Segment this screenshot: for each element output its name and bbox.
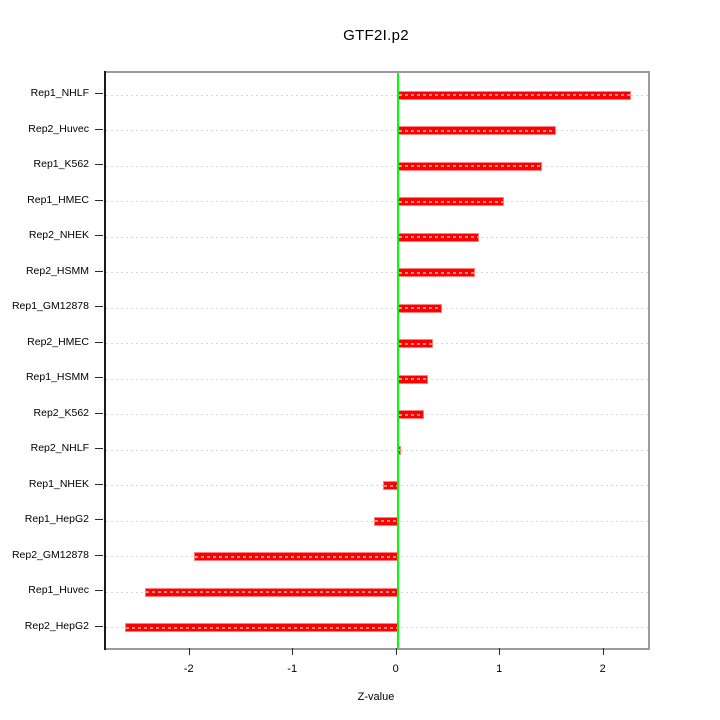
bar [397,126,557,136]
y-axis-label: Rep1_HMEC [27,193,89,206]
y-axis-label: Rep2_HSMM [25,264,89,277]
y-axis-label: Rep1_K562 [33,158,89,171]
bar-dash-pattern [398,342,432,345]
gridline [106,343,648,345]
gridline [106,485,648,487]
y-axis-label: Rep2_Huvec [28,122,89,135]
bar-dash-pattern [398,200,504,203]
y-axis-tick [95,519,103,521]
bar-dash-pattern [194,555,397,558]
x-axis-tick [292,648,294,655]
y-axis-tick [95,590,103,592]
bar [145,587,398,597]
x-axis-tick [188,648,190,655]
y-axis-tick [95,377,103,379]
gridline [106,378,648,380]
bar-dash-pattern [384,484,397,487]
x-axis-tick [395,648,397,655]
bar-dash-pattern [398,378,427,381]
x-axis-tick [499,648,501,655]
y-axis-tick [95,448,103,450]
y-axis-tick [95,483,103,485]
gridline [106,236,648,238]
gridline [106,307,648,309]
bar [397,90,631,100]
x-axis-tick-label: -2 [183,663,194,675]
y-axis-label: Rep2_GM12878 [11,548,89,561]
bar [125,623,398,633]
bar-dash-pattern [374,520,397,523]
x-axis-tick-label: 1 [496,663,503,675]
y-axis-label: Rep2_NHLF [30,442,89,455]
y-axis-label: Rep1_NHEK [28,477,89,490]
y-axis-tick [95,625,103,627]
y-axis-tick [95,412,103,414]
y-axis-tick [95,554,103,556]
bar [193,552,398,562]
y-axis-tick [95,199,103,201]
y-axis-tick [95,270,103,272]
y-axis-tick [95,341,103,343]
bar-dash-pattern [398,94,630,96]
y-axis-label: Rep2_K562 [33,406,89,419]
bar [397,161,542,171]
bar-dash-pattern [126,626,397,629]
bar-dash-pattern [398,165,541,168]
x-axis-tick-label: -1 [287,663,298,675]
bar-dash-pattern [398,307,442,310]
y-axis-tick [95,235,103,237]
gridline [106,414,648,416]
zero-line [396,73,399,648]
bar [383,481,398,491]
bar-dash-pattern [398,236,479,239]
x-axis-tick [602,648,604,655]
bar-dash-pattern [398,129,556,132]
bar [397,268,476,278]
bar-dash-pattern [398,449,400,452]
bar [397,303,443,313]
x-axis-title: Z-value [357,691,395,703]
gridline [106,165,648,167]
plot-area [104,71,650,650]
y-axis-label: Rep2_NHEK [28,229,89,242]
y-axis-label: Rep1_Huvec [28,584,89,597]
bar-dash-pattern [398,271,475,274]
bar [397,197,505,207]
bar [397,410,424,420]
y-axis-tick [95,164,103,166]
bar-dash-pattern [146,591,397,594]
y-axis-label: Rep2_HepG2 [24,619,89,632]
bar [397,374,428,384]
y-axis-label: Rep1_HSMM [25,371,89,384]
gridline [106,130,648,132]
bar [397,232,480,242]
y-axis-tick [95,128,103,130]
x-axis-tick-label: 2 [599,663,606,675]
x-axis-tick-label: 0 [392,663,399,675]
y-axis-label: Rep1_NHLF [30,87,89,99]
y-axis-tick [95,93,103,94]
gridline [106,201,648,203]
y-axis-tick [95,306,103,308]
bar [397,339,433,349]
y-axis-label: Rep2_HMEC [27,335,89,348]
bar [373,516,398,526]
gridline [106,94,648,96]
chart-title: GTF2I.p2 [343,27,409,44]
y-axis-label: Rep1_HepG2 [24,513,89,526]
bar-dash-pattern [398,413,423,416]
y-axis-line [104,71,106,650]
gridline [106,272,648,274]
y-axis-label: Rep1_GM12878 [11,300,89,313]
gridline [106,449,648,451]
